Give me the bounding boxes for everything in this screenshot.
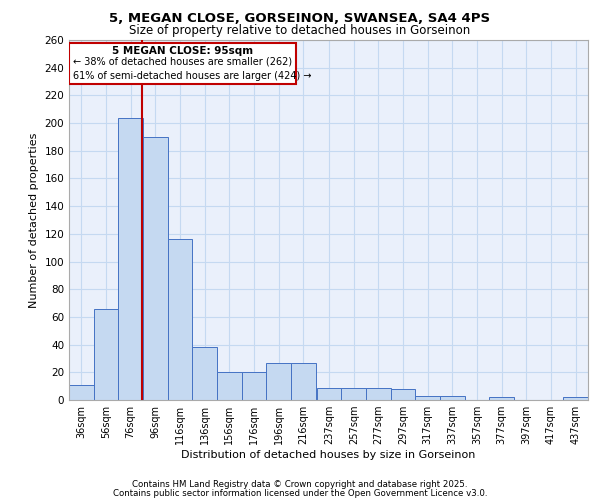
X-axis label: Distribution of detached houses by size in Gorseinon: Distribution of detached houses by size …	[181, 450, 476, 460]
Bar	[167, 240, 192, 400]
Bar	[341, 388, 366, 400]
Bar	[69, 43, 296, 84]
Text: Size of property relative to detached houses in Gorseinon: Size of property relative to detached ho…	[130, 24, 470, 37]
Bar	[317, 388, 341, 400]
Y-axis label: Number of detached properties: Number of detached properties	[29, 132, 39, 308]
Bar	[366, 388, 391, 400]
Bar	[217, 372, 242, 400]
Bar	[415, 396, 440, 400]
Bar	[440, 396, 465, 400]
Bar	[490, 397, 514, 400]
Text: 61% of semi-detached houses are larger (424) →: 61% of semi-detached houses are larger (…	[73, 71, 311, 81]
Text: ← 38% of detached houses are smaller (262): ← 38% of detached houses are smaller (26…	[73, 56, 292, 66]
Bar	[143, 137, 167, 400]
Bar	[391, 389, 415, 400]
Text: Contains public sector information licensed under the Open Government Licence v3: Contains public sector information licen…	[113, 489, 487, 498]
Bar	[266, 362, 291, 400]
Bar	[94, 308, 118, 400]
Bar	[242, 372, 266, 400]
Text: 5 MEGAN CLOSE: 95sqm: 5 MEGAN CLOSE: 95sqm	[112, 46, 253, 56]
Text: Contains HM Land Registry data © Crown copyright and database right 2025.: Contains HM Land Registry data © Crown c…	[132, 480, 468, 489]
Bar	[118, 118, 143, 400]
Bar	[563, 397, 588, 400]
Bar	[291, 362, 316, 400]
Bar	[192, 348, 217, 400]
Text: 5, MEGAN CLOSE, GORSEINON, SWANSEA, SA4 4PS: 5, MEGAN CLOSE, GORSEINON, SWANSEA, SA4 …	[109, 12, 491, 26]
Bar	[69, 385, 94, 400]
